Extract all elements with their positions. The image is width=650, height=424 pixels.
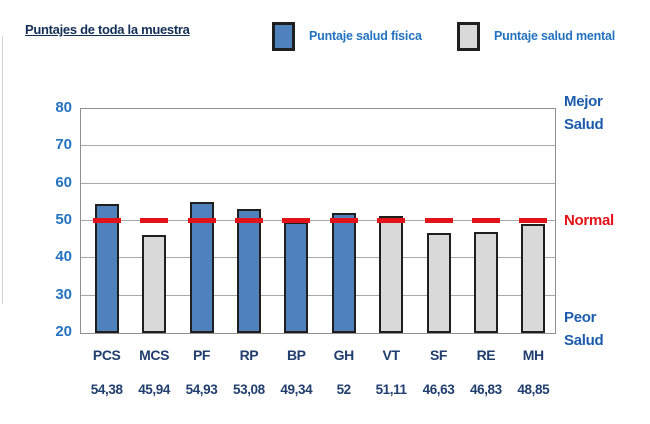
legend-item-fisica: Puntaje salud física [272,21,422,51]
bar-mcs [142,235,167,333]
x-axis-category-label: MH [522,347,544,363]
gridline [81,220,555,221]
y-axis-tick-label: 40 [55,248,72,266]
bar-value-label: 46,83 [469,382,502,397]
gridline [81,257,555,259]
bar-rp [236,208,261,333]
bar-value-label: 54,93 [185,382,218,397]
side-annotation-worse-line2: Salud [564,332,604,349]
gridline [81,294,555,296]
normal-reference-dash [329,218,358,223]
bar-sf [426,232,451,333]
legend-swatch-mental-icon [457,21,480,51]
bar-value-label: 45,94 [138,382,170,397]
bar-value-label: 53,08 [232,382,265,397]
legend-label-mental: Puntaje salud mental [494,29,616,43]
bar-re [473,231,498,333]
normal-reference-dash [424,218,453,223]
side-annotation-worse-line1: Peor [564,309,597,326]
bar-bp [284,222,309,333]
normal-reference-dash [234,218,263,223]
side-annotation-better: Mejor Salud [564,90,604,136]
bar-gh [331,212,356,333]
side-annotation-normal: Normal [564,212,614,229]
side-annotation-better-line2: Salud [564,116,604,133]
x-axis-category-label: MCS [139,347,170,363]
bar-value-label: 48,85 [517,382,550,397]
bar-value-label: 51,11 [375,382,407,397]
bar-value-label: 54,38 [90,382,123,397]
y-axis-tick-label: 70 [55,136,72,154]
x-axis-category-label: RE [476,347,496,363]
bar-mh [521,224,546,333]
side-annotation-worse: Peor Salud [564,306,604,352]
normal-reference-dash [187,218,216,223]
x-axis-category-label: PF [192,347,211,363]
gridline [81,182,555,184]
normal-reference-dash [519,218,548,223]
panel-left-border [2,36,3,304]
legend-label-fisica: Puntaje salud física [309,29,422,43]
bar-pcs [94,203,119,333]
x-axis-category-label: BP [286,347,306,363]
x-axis-category-label: PCS [92,347,121,363]
y-axis-tick-label: 30 [55,285,72,303]
x-axis-category-label: GH [333,347,355,363]
y-axis-tick-label: 50 [55,211,72,228]
bar-value-label: 52 [336,382,352,397]
bar-vt [379,215,404,333]
normal-reference-dash [282,218,311,223]
normal-reference-dash [471,218,500,223]
legend-swatch-fisica-icon [272,21,295,51]
normal-reference-dash [92,218,121,223]
gridline [81,145,555,147]
y-axis-tick-label: 60 [55,173,72,191]
chart-title: Puntajes de toda la muestra [25,22,190,37]
x-axis-category-label: VT [382,347,400,363]
bar-value-label: 49,34 [280,382,313,397]
x-axis-category-label: SF [429,347,448,363]
x-axis-category-label: RP [239,347,259,363]
normal-reference-dash [140,218,169,223]
bar-value-label: 46,63 [422,382,455,397]
side-annotation-better-line1: Mejor [564,93,603,110]
y-axis-tick-label: 20 [55,323,72,340]
bar-pf [189,201,214,333]
normal-reference-dash [377,218,406,223]
legend-item-mental: Puntaje salud mental [457,21,616,51]
y-axis-tick-label: 80 [55,99,72,116]
